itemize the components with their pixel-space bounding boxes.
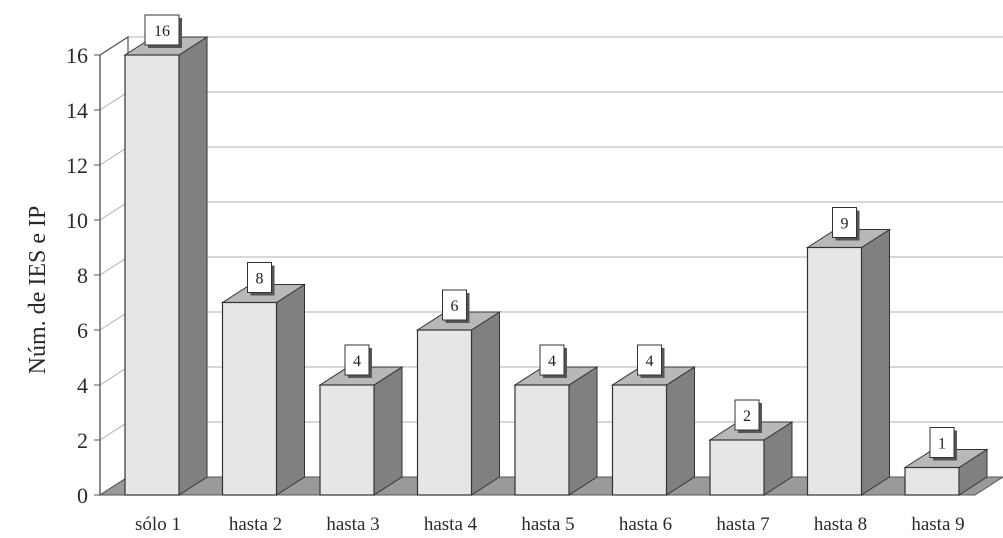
data-label-box [144, 14, 180, 46]
x-tick-label: hasta 2 [229, 514, 282, 535]
data-label-text: 9 [841, 216, 849, 233]
bar-front [124, 54, 180, 496]
data-label: 4 [344, 344, 372, 378]
bar-front [611, 384, 668, 496]
bar-front [221, 301, 278, 496]
data-labels: 16 8 4 6 4 4 2 9 1 [144, 14, 957, 461]
category-labels: sólo 1 hasta 2 hasta 3 hasta 4 hasta 5 hasta … [135, 514, 965, 535]
x-tick-label: hasta 7 [716, 514, 769, 535]
y-tick-label: 2 [77, 428, 88, 453]
y-tick-label: 12 [66, 153, 88, 178]
data-label-text: 1 [938, 436, 946, 453]
data-label-text: 8 [256, 271, 264, 288]
bar-front [319, 384, 375, 496]
y-tick-label: 0 [77, 483, 88, 508]
data-label: 8 [247, 262, 275, 296]
data-label: 1 [929, 427, 957, 461]
data-label: 4 [539, 344, 567, 378]
data-label-box [344, 344, 370, 376]
x-tick-label: hasta 9 [911, 514, 964, 535]
bar-front [904, 466, 960, 496]
bar-side [568, 366, 598, 496]
data-label-box [734, 399, 760, 431]
bar [318, 366, 404, 496]
bar-front [806, 246, 863, 496]
bar [513, 366, 599, 496]
data-label: 2 [734, 399, 762, 433]
x-tick-label: hasta 3 [326, 514, 379, 535]
gridline [99, 201, 1003, 221]
x-tick-label: hasta 6 [619, 514, 672, 535]
data-label-text: 4 [646, 353, 654, 370]
data-label-text: 2 [743, 408, 751, 425]
data-label-box [539, 344, 565, 376]
x-tick-label: sólo 1 [135, 514, 181, 535]
x-tick-label: hasta 8 [814, 514, 867, 535]
data-label: 6 [442, 289, 470, 323]
y-tick-label: 16 [66, 43, 88, 68]
data-label: 9 [832, 207, 860, 241]
bar-side [276, 283, 305, 496]
y-axis-title: Núm. de IES e IP [25, 206, 51, 375]
gridline [99, 36, 1003, 56]
data-label-box [929, 427, 955, 458]
data-label-text: 16 [154, 23, 170, 40]
data-label-text: 4 [548, 353, 556, 370]
bar-side [471, 311, 500, 496]
bar-front [514, 384, 570, 496]
data-label-text: 4 [353, 353, 361, 370]
gridline [99, 146, 1003, 166]
y-tick-label: 6 [77, 318, 88, 343]
x-tick-label: hasta 5 [521, 514, 574, 535]
data-label-box [247, 262, 272, 293]
bar [220, 283, 307, 496]
bar [123, 36, 209, 496]
data-label-text: 6 [451, 298, 459, 315]
bar-side [373, 366, 403, 496]
data-label-box [637, 344, 662, 376]
x-tick-label: hasta 4 [424, 514, 478, 535]
bar [805, 228, 892, 496]
data-label: 4 [637, 344, 665, 378]
bar-side [178, 36, 208, 496]
y-tick-labels: 0 2 4 6 8 10 12 14 16 [66, 43, 88, 508]
bar [415, 311, 502, 496]
y-tick-label: 10 [66, 208, 88, 233]
y-tick-label: 14 [66, 98, 88, 123]
y-tick-label: 4 [77, 373, 88, 398]
bar-front [416, 329, 473, 496]
data-label-box [832, 207, 857, 238]
bar [610, 366, 697, 496]
data-label-box [442, 289, 467, 321]
data-label: 16 [144, 14, 182, 48]
bar-side [666, 366, 695, 496]
gridline [99, 91, 1003, 111]
y-tick-label: 8 [77, 263, 88, 288]
bar-side [861, 228, 890, 496]
bar-front [709, 439, 765, 496]
